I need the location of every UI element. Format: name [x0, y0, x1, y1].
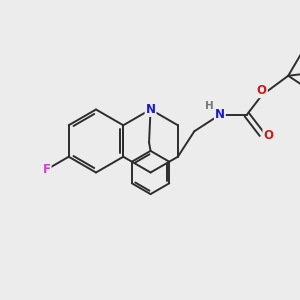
Text: F: F	[43, 163, 51, 176]
Text: N: N	[215, 108, 225, 121]
Text: O: O	[257, 84, 267, 97]
Text: H: H	[205, 101, 214, 111]
Text: O: O	[263, 129, 273, 142]
Text: N: N	[146, 103, 156, 116]
